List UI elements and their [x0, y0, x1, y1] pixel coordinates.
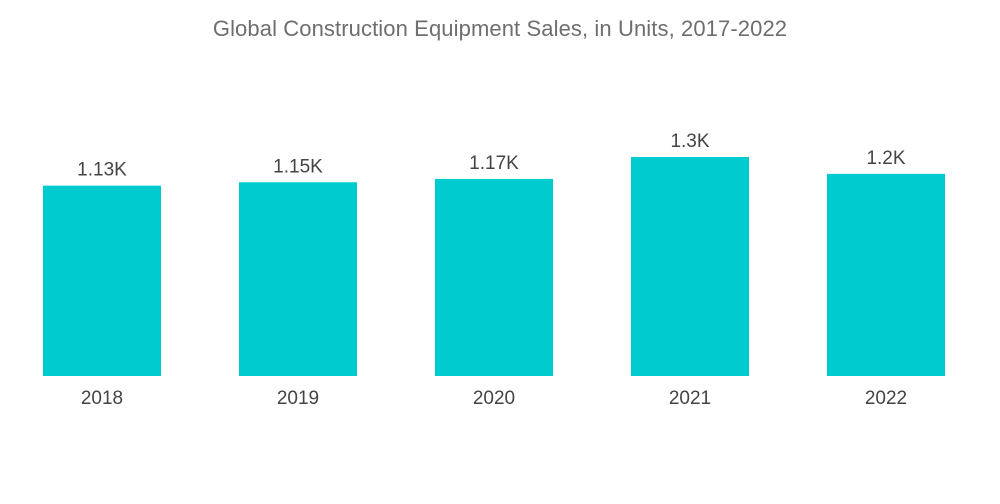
bar-2018: [43, 185, 161, 376]
bar-2019: [239, 182, 357, 376]
data-label-2021: 1.3K: [670, 131, 709, 152]
chart-title: Global Construction Equipment Sales, in …: [212, 16, 788, 41]
bar-2021: [631, 157, 749, 376]
x-tick-label-2021: 2021: [669, 388, 711, 409]
bar-2022: [827, 173, 945, 376]
x-tick-label-2022: 2022: [865, 388, 907, 409]
x-tick-label-2019: 2019: [277, 388, 319, 409]
x-tick-label-2020: 2020: [473, 388, 515, 409]
x-tick-label-2018: 2018: [81, 388, 123, 409]
data-label-2022: 1.2K: [866, 148, 905, 169]
data-label-2020: 1.17K: [469, 153, 519, 174]
data-label-2019: 1.15K: [273, 156, 323, 177]
bar-2020: [435, 178, 553, 376]
data-label-2018: 1.13K: [77, 160, 127, 181]
